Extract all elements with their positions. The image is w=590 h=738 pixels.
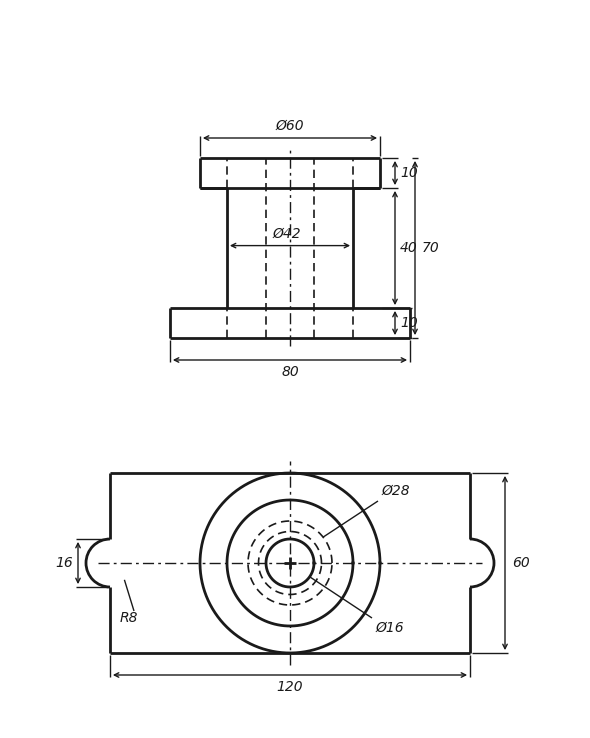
Text: 60: 60 (512, 556, 530, 570)
Text: 40: 40 (400, 241, 418, 255)
Text: 10: 10 (400, 166, 418, 180)
Text: 120: 120 (277, 680, 303, 694)
Text: 80: 80 (281, 365, 299, 379)
Text: 16: 16 (55, 556, 73, 570)
Text: Ø16: Ø16 (375, 621, 404, 635)
Text: Ø60: Ø60 (276, 119, 304, 133)
Text: Ø42: Ø42 (273, 227, 301, 241)
Text: Ø28: Ø28 (381, 484, 409, 498)
Text: 70: 70 (422, 241, 440, 255)
Text: R8: R8 (120, 611, 139, 625)
Text: 10: 10 (400, 316, 418, 330)
